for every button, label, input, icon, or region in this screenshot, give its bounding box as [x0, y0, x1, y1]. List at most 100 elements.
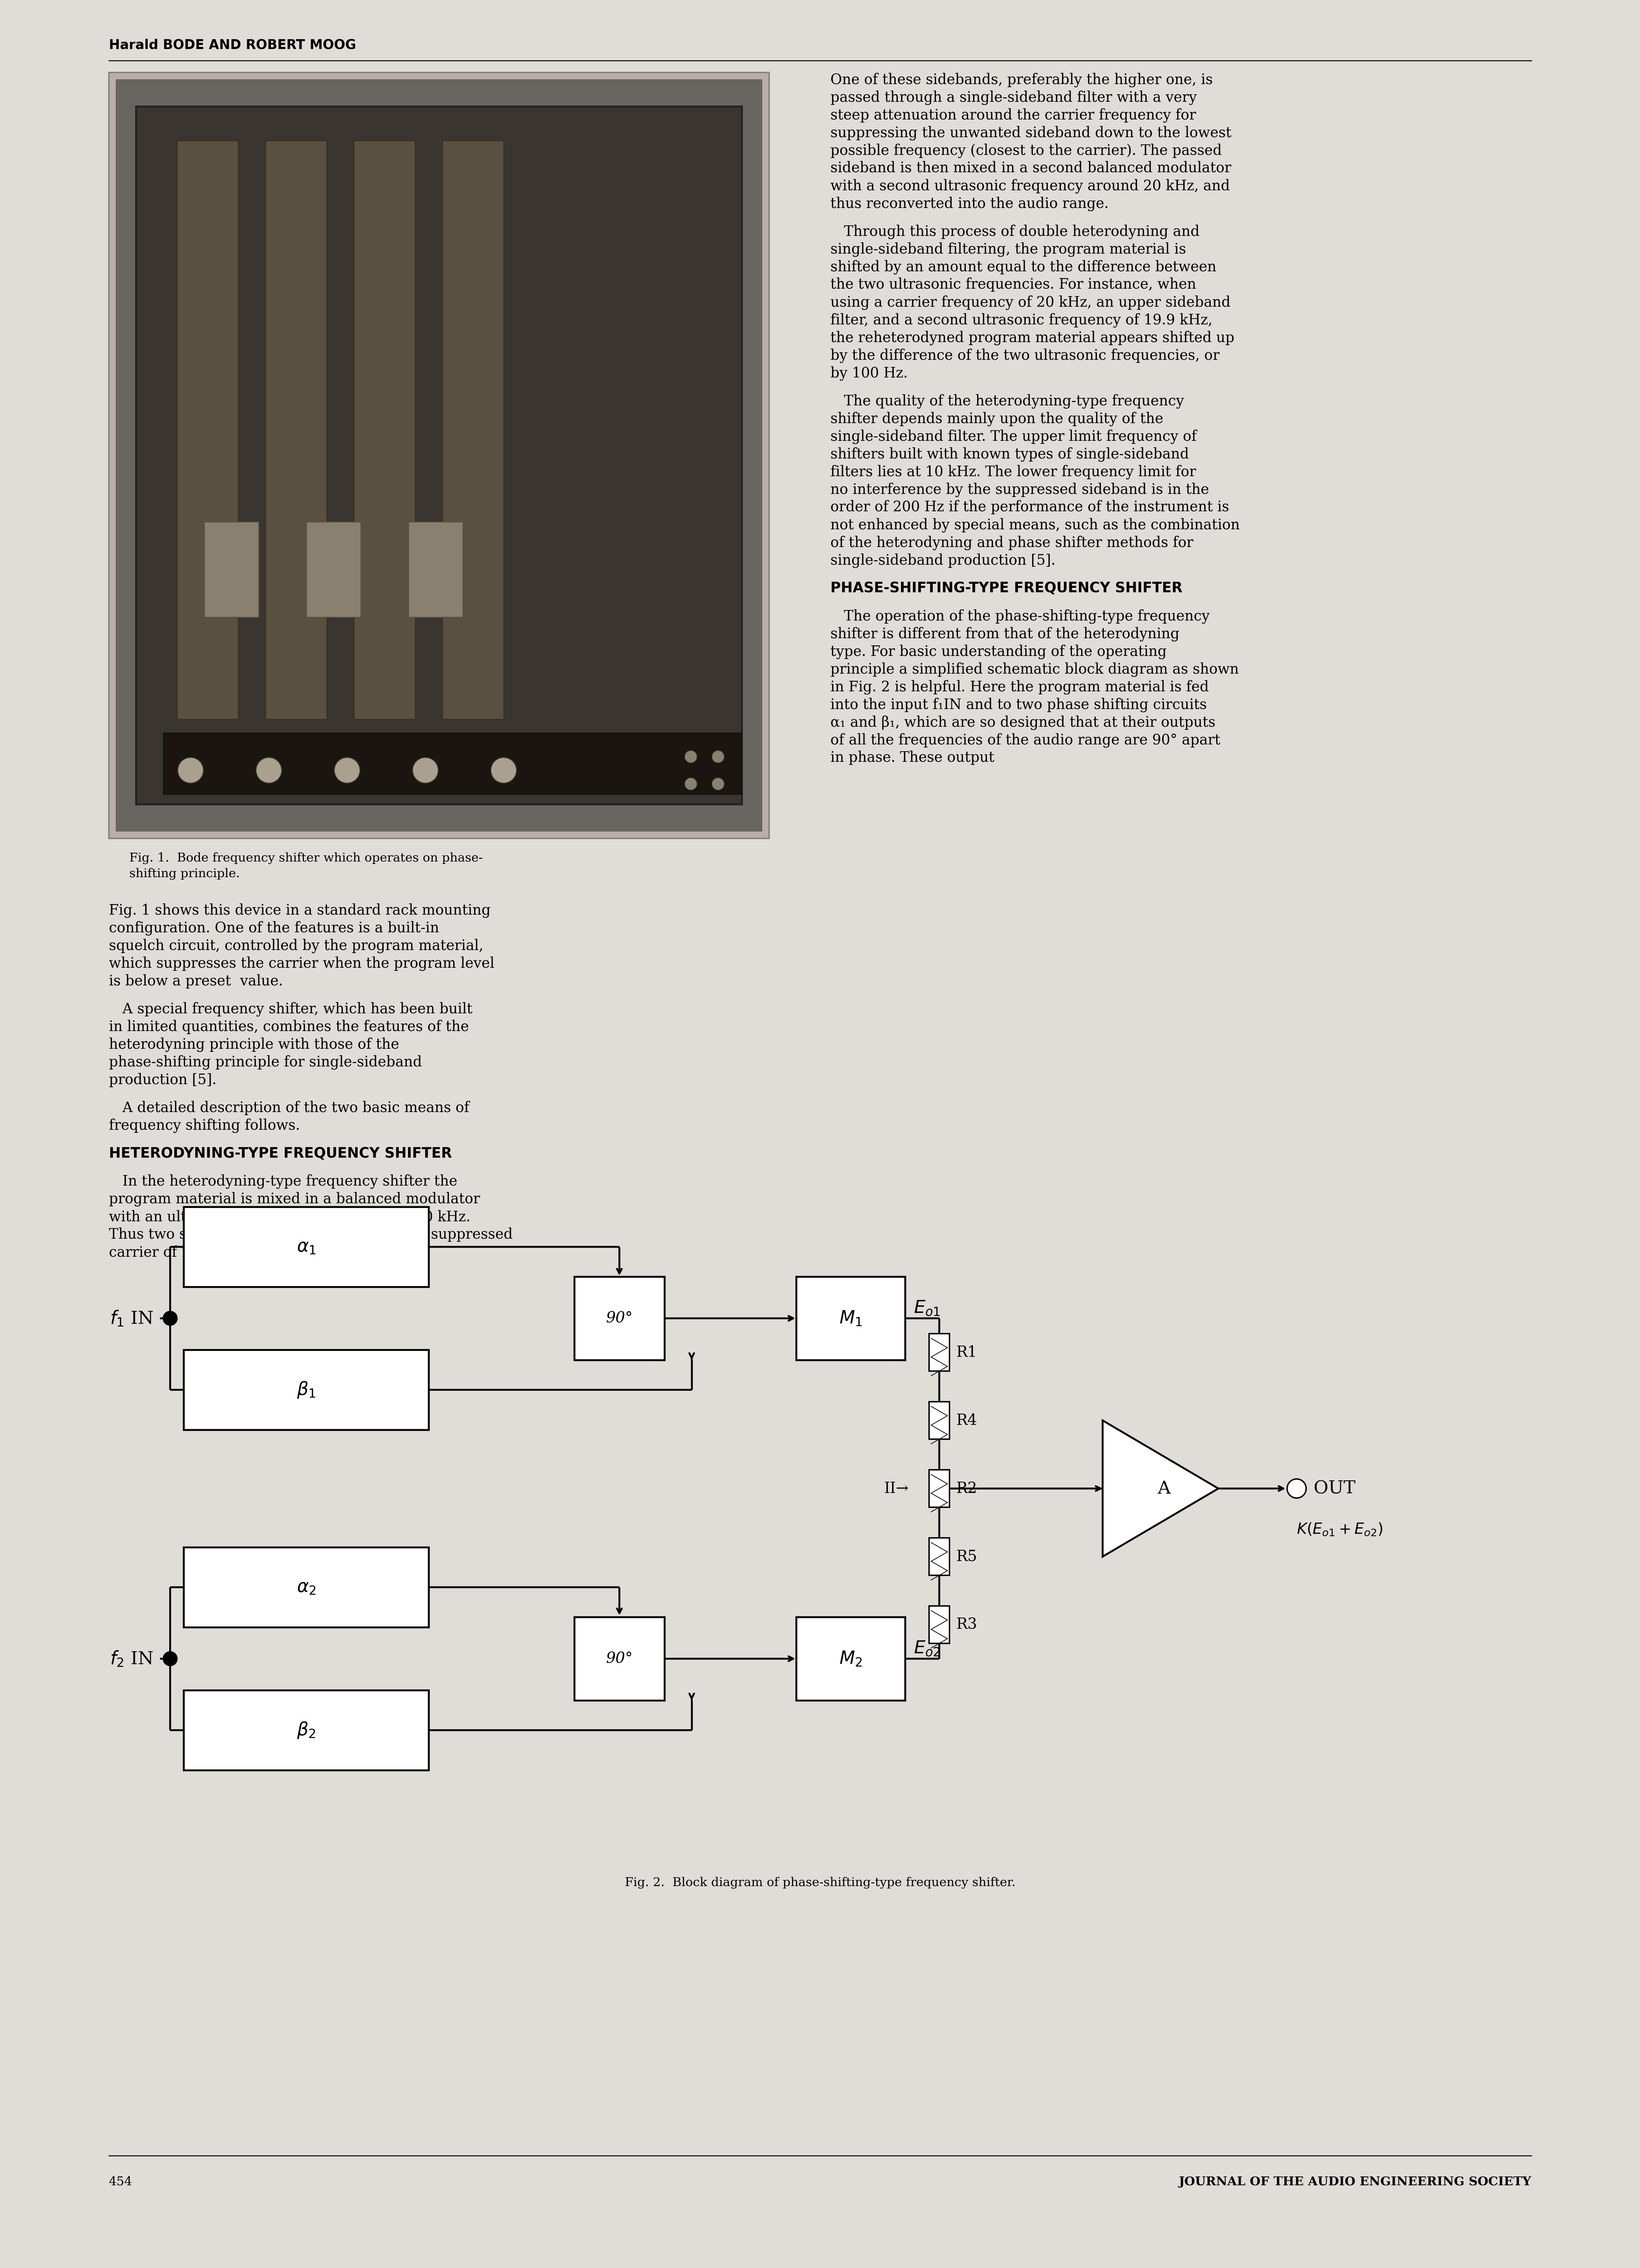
Text: frequency shifting follows.: frequency shifting follows. [108, 1118, 300, 1134]
Text: $\beta_1$: $\beta_1$ [297, 1381, 317, 1399]
Text: phase-shifting principle for single-sideband: phase-shifting principle for single-side… [108, 1055, 421, 1070]
Circle shape [712, 751, 725, 762]
Bar [930, 1606, 950, 1644]
Text: R1: R1 [956, 1345, 977, 1361]
Text: of the heterodyning and phase shifter methods for: of the heterodyning and phase shifter me… [830, 535, 1194, 549]
Text: Thus two sidebands are generated around a suppressed: Thus two sidebands are generated around … [108, 1227, 513, 1243]
Circle shape [490, 758, 517, 782]
Text: R3: R3 [956, 1617, 977, 1633]
Text: R4: R4 [956, 1413, 977, 1429]
Bar [930, 1470, 950, 1508]
Text: into the input f₁IN and to two phase shifting circuits: into the input f₁IN and to two phase shi… [830, 699, 1207, 712]
Circle shape [162, 1651, 177, 1667]
Bar [184, 1207, 428, 1286]
Text: $f_1$ IN: $f_1$ IN [110, 1309, 153, 1327]
Text: order of 200 Hz if the performance of the instrument is: order of 200 Hz if the performance of th… [830, 499, 1228, 515]
Text: by the difference of the two ultrasonic frequencies, or: by the difference of the two ultrasonic … [830, 349, 1220, 363]
Text: in phase. These output: in phase. These output [830, 751, 994, 764]
Text: filter, and a second ultrasonic frequency of 19.9 kHz,: filter, and a second ultrasonic frequenc… [830, 313, 1212, 327]
Text: passed through a single-sideband filter with a very: passed through a single-sideband filter … [830, 91, 1197, 104]
Text: with a second ultrasonic frequency around 20 kHz, and: with a second ultrasonic frequency aroun… [830, 179, 1230, 193]
Circle shape [335, 758, 361, 782]
Text: $E_{o2}$: $E_{o2}$ [913, 1640, 940, 1658]
Bar [116, 79, 763, 832]
Text: A detailed description of the two basic means of: A detailed description of the two basic … [108, 1100, 469, 1116]
Text: $f_2$ IN: $f_2$ IN [110, 1649, 153, 1667]
Text: II→: II→ [884, 1481, 909, 1497]
Text: $M_2$: $M_2$ [840, 1649, 863, 1667]
Text: sideband is then mixed in a second balanced modulator: sideband is then mixed in a second balan… [830, 161, 1232, 175]
Text: R2: R2 [956, 1481, 977, 1497]
Bar [930, 1402, 950, 1440]
Text: is below a preset  value.: is below a preset value. [108, 975, 284, 989]
Text: Harald BODE AND ROBERT MOOG: Harald BODE AND ROBERT MOOG [108, 39, 356, 52]
Text: type. For basic understanding of the operating: type. For basic understanding of the ope… [830, 644, 1166, 658]
Bar [574, 1277, 664, 1361]
Text: shifted by an amount equal to the difference between: shifted by an amount equal to the differ… [830, 261, 1217, 274]
Text: Through this process of double heterodyning and: Through this process of double heterodyn… [830, 225, 1199, 238]
Text: 90°: 90° [605, 1651, 633, 1667]
Text: single-sideband filter. The upper limit frequency of: single-sideband filter. The upper limit … [830, 429, 1197, 445]
Bar [136, 107, 741, 805]
Text: A: A [1158, 1479, 1171, 1497]
Text: the reheterodyned program material appears shifted up: the reheterodyned program material appea… [830, 331, 1235, 345]
Text: squelch circuit, controlled by the program material,: squelch circuit, controlled by the progr… [108, 939, 484, 953]
Bar [930, 1334, 950, 1372]
Text: production [5].: production [5]. [108, 1073, 216, 1086]
Circle shape [1287, 1479, 1305, 1499]
Text: single-sideband production [5].: single-sideband production [5]. [830, 553, 1056, 567]
Text: shifting principle.: shifting principle. [130, 869, 239, 880]
Text: The operation of the phase-shifting-type frequency: The operation of the phase-shifting-type… [830, 608, 1210, 624]
Text: In the heterodyning-type frequency shifter the: In the heterodyning-type frequency shift… [108, 1175, 458, 1188]
Bar [574, 1617, 664, 1701]
Bar [184, 1690, 428, 1771]
Text: steep attenuation around the carrier frequency for: steep attenuation around the carrier fre… [830, 109, 1196, 122]
Bar [797, 1277, 905, 1361]
Bar [354, 141, 415, 719]
Text: principle a simplified schematic block diagram as shown: principle a simplified schematic block d… [830, 662, 1238, 676]
Text: JOURNAL OF THE AUDIO ENGINEERING SOCIETY: JOURNAL OF THE AUDIO ENGINEERING SOCIETY [1179, 2175, 1532, 2189]
Text: $K(E_{o1}+E_{o2})$: $K(E_{o1}+E_{o2})$ [1297, 1522, 1383, 1538]
Text: program material is mixed in a balanced modulator: program material is mixed in a balanced … [108, 1193, 481, 1207]
Circle shape [712, 778, 725, 789]
Text: single-sideband filtering, the program material is: single-sideband filtering, the program m… [830, 243, 1186, 256]
Text: using a carrier frequency of 20 kHz, an upper sideband: using a carrier frequency of 20 kHz, an … [830, 295, 1230, 311]
Text: not enhanced by special means, such as the combination: not enhanced by special means, such as t… [830, 517, 1240, 533]
Circle shape [686, 778, 697, 789]
Bar [177, 141, 238, 719]
Text: HETERODYNING-TYPE FREQUENCY SHIFTER: HETERODYNING-TYPE FREQUENCY SHIFTER [108, 1145, 453, 1161]
Text: $\beta_2$: $\beta_2$ [297, 1721, 317, 1740]
Text: thus reconverted into the audio range.: thus reconverted into the audio range. [830, 197, 1109, 211]
Text: shifter depends mainly upon the quality of the: shifter depends mainly upon the quality … [830, 411, 1163, 426]
Text: α₁ and β₁, which are so designed that at their outputs: α₁ and β₁, which are so designed that at… [830, 714, 1215, 730]
Circle shape [686, 751, 697, 762]
Text: no interference by the suppressed sideband is in the: no interference by the suppressed sideba… [830, 483, 1209, 497]
Text: A special frequency shifter, which has been built: A special frequency shifter, which has b… [108, 1002, 472, 1016]
Text: filters lies at 10 kHz. The lower frequency limit for: filters lies at 10 kHz. The lower freque… [830, 465, 1196, 479]
Text: in limited quantities, combines the features of the: in limited quantities, combines the feat… [108, 1021, 469, 1034]
Text: carrier of 20 kHz.: carrier of 20 kHz. [108, 1245, 236, 1259]
Text: Fig. 1 shows this device in a standard rack mounting: Fig. 1 shows this device in a standard r… [108, 903, 490, 919]
Text: $M_1$: $M_1$ [840, 1309, 863, 1327]
Text: possible frequency (closest to the carrier). The passed: possible frequency (closest to the carri… [830, 143, 1222, 159]
Text: Fig. 1.  Bode frequency shifter which operates on phase-: Fig. 1. Bode frequency shifter which ope… [130, 853, 482, 864]
Text: PHASE-SHIFTING-TYPE FREQUENCY SHIFTER: PHASE-SHIFTING-TYPE FREQUENCY SHIFTER [830, 581, 1182, 594]
Bar [307, 522, 361, 617]
Circle shape [413, 758, 438, 782]
Text: the two ultrasonic frequencies. For instance, when: the two ultrasonic frequencies. For inst… [830, 277, 1196, 293]
Text: $\alpha_1$: $\alpha_1$ [297, 1238, 317, 1256]
Text: The quality of the heterodyning-type frequency: The quality of the heterodyning-type fre… [830, 395, 1184, 408]
Text: OUT: OUT [1314, 1479, 1356, 1497]
Circle shape [162, 1311, 177, 1327]
Text: heterodyning principle with those of the: heterodyning principle with those of the [108, 1036, 399, 1052]
Bar [164, 733, 741, 794]
Text: with an ultrasonic carrier of, for instance, 20 kHz.: with an ultrasonic carrier of, for insta… [108, 1209, 471, 1225]
Text: $\alpha_2$: $\alpha_2$ [297, 1579, 317, 1597]
Polygon shape [1102, 1420, 1219, 1556]
Text: $E_{o1}$: $E_{o1}$ [913, 1300, 940, 1318]
Bar [184, 1547, 428, 1626]
Bar [930, 1538, 950, 1576]
Text: which suppresses the carrier when the program level: which suppresses the carrier when the pr… [108, 957, 494, 971]
Text: R5: R5 [956, 1549, 977, 1565]
Circle shape [256, 758, 282, 782]
